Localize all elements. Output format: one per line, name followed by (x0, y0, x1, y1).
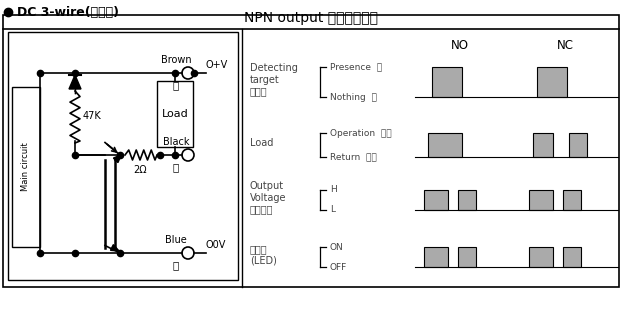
Text: Detecting
target
检测物: Detecting target 检测物 (250, 63, 298, 96)
Text: 蓝: 蓝 (173, 260, 179, 270)
Text: 指示灯
(LED): 指示灯 (LED) (250, 244, 277, 266)
Text: ON: ON (330, 243, 344, 252)
Text: 棕: 棕 (173, 80, 179, 90)
Text: NC: NC (557, 39, 573, 52)
Text: O+V: O+V (206, 60, 228, 70)
Bar (458, 190, 476, 210)
Text: Black: Black (163, 137, 189, 147)
Bar (12, 87, 40, 247)
Text: Nothing  无: Nothing 无 (330, 92, 377, 102)
Text: Operation  动作: Operation 动作 (330, 129, 392, 137)
Bar (424, 190, 448, 210)
Text: Brown: Brown (160, 55, 192, 65)
FancyBboxPatch shape (3, 15, 619, 287)
Text: 黑: 黑 (173, 162, 179, 172)
Text: Load: Load (250, 138, 274, 148)
Text: Load: Load (162, 109, 188, 119)
Bar (563, 247, 581, 267)
Text: O0V: O0V (206, 240, 226, 250)
Text: L: L (330, 205, 335, 214)
Text: OFF: OFF (330, 263, 347, 271)
Bar (428, 133, 462, 157)
Bar (563, 190, 581, 210)
Bar (8, 32, 238, 280)
Text: 47K: 47K (83, 111, 102, 121)
Polygon shape (111, 245, 119, 251)
Text: Blue: Blue (165, 235, 187, 245)
Polygon shape (69, 75, 81, 89)
Polygon shape (113, 155, 121, 162)
Circle shape (182, 67, 194, 79)
Text: Main circuit: Main circuit (22, 143, 30, 191)
Bar (529, 247, 553, 267)
Bar (533, 133, 553, 157)
Bar (432, 67, 462, 97)
Circle shape (182, 149, 194, 161)
Text: 2Ω: 2Ω (133, 165, 147, 175)
Bar (157, 81, 193, 147)
Text: Output
Voltage
输出电压: Output Voltage 输出电压 (250, 181, 287, 215)
Text: H: H (330, 186, 337, 195)
Bar (424, 247, 448, 267)
Circle shape (182, 247, 194, 259)
Bar (458, 247, 476, 267)
Bar (529, 190, 553, 210)
Text: Presence  有: Presence 有 (330, 63, 382, 71)
Bar (537, 67, 567, 97)
Text: DC 3-wire(三线型): DC 3-wire(三线型) (17, 5, 119, 18)
Text: NO: NO (451, 39, 469, 52)
Text: NPN output 集电极输出型: NPN output 集电极输出型 (244, 11, 378, 25)
Text: Return  恢复: Return 恢复 (330, 152, 377, 161)
Bar (569, 133, 587, 157)
